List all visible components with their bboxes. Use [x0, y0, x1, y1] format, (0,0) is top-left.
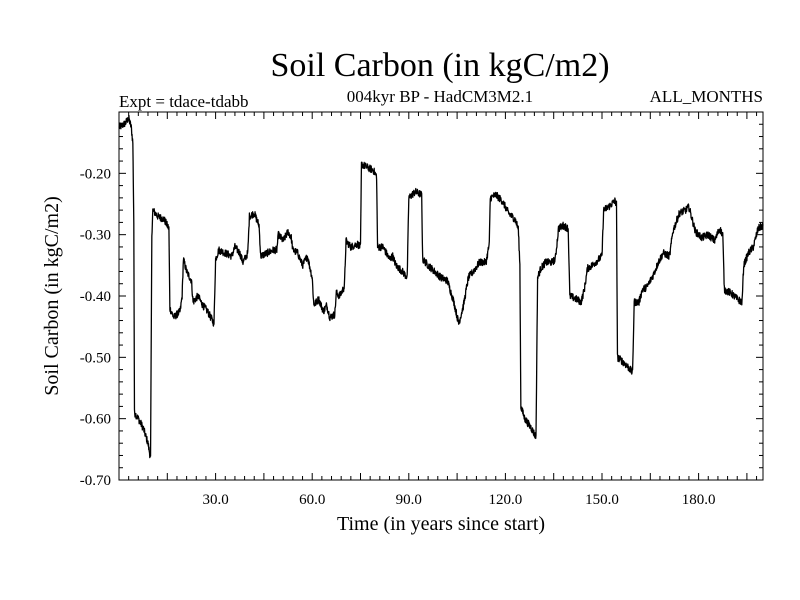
- x-tick-label: 150.0: [585, 492, 619, 508]
- chart-subtitle-center: 004kyr BP - HadCM3M2.1: [347, 87, 533, 106]
- x-tick-label: 120.0: [489, 492, 523, 508]
- y-axis-label: Soil Carbon (in kgC/m2): [41, 196, 63, 395]
- plot-frame: [118, 111, 764, 481]
- y-tick-label: -0.20: [80, 166, 111, 182]
- y-tick-label: -0.40: [80, 289, 111, 305]
- x-axis-label: Time (in years since start): [337, 513, 545, 535]
- x-tick-label: 60.0: [299, 492, 325, 508]
- y-tick-label: -0.30: [80, 228, 111, 244]
- x-tick-label: 90.0: [396, 492, 422, 508]
- axis-tick-labels: 30.0 60.0 90.0 120.0 150.0 180.0 -0.70 -0.60 -0.…: [80, 166, 716, 508]
- x-tick-label: 30.0: [202, 492, 228, 508]
- chart-title: Soil Carbon (in kgC/m2): [270, 47, 609, 84]
- chart-subtitle-right: ALL_MONTHS: [650, 87, 763, 106]
- y-tick-label: -0.70: [80, 473, 111, 489]
- y-tick-label: -0.60: [80, 412, 111, 428]
- y-tick-label: -0.50: [80, 350, 111, 366]
- x-tick-label: 180.0: [682, 492, 716, 508]
- series-line-tdace-tdabb: [118, 114, 764, 459]
- chart-subtitle-left: Expt = tdace-tdabb: [119, 92, 248, 111]
- axis-ticks: [119, 111, 763, 481]
